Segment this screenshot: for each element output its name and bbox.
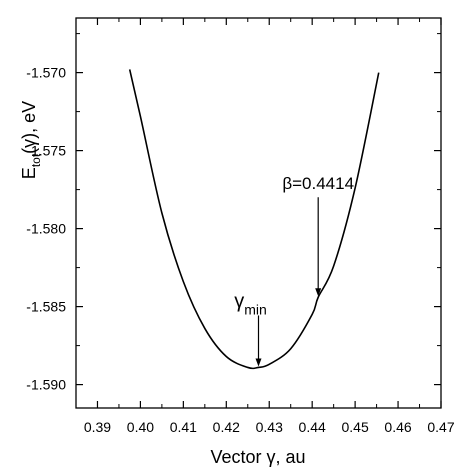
y-tick-label: -1.570 xyxy=(26,65,66,81)
x-tick-label: 0.39 xyxy=(84,419,111,435)
x-tick-label: 0.43 xyxy=(256,419,283,435)
y-tick-label: -1.580 xyxy=(26,221,66,237)
y-axis-label-main: E xyxy=(19,167,39,179)
y-axis-label-rest: (γ), eV xyxy=(19,101,39,154)
x-tick-label: 0.45 xyxy=(341,419,368,435)
x-tick-label: 0.42 xyxy=(213,419,240,435)
y-axis-label-sub: tot xyxy=(29,153,43,167)
x-tick-label: 0.40 xyxy=(127,419,154,435)
plot-frame xyxy=(75,17,442,409)
x-axis-label: Vector γ, au xyxy=(210,447,305,467)
x-tick-label: 0.41 xyxy=(170,419,197,435)
y-tick-label: -1.575 xyxy=(26,143,66,159)
x-tick-label: 0.47 xyxy=(427,419,454,435)
annotation-label: γmin xyxy=(234,290,267,317)
annotation-label: β=0.4414 xyxy=(282,174,354,193)
annotation-arrowhead xyxy=(255,358,262,367)
x-tick-label: 0.46 xyxy=(384,419,411,435)
x-tick-label: 0.44 xyxy=(299,419,326,435)
y-tick-label: -1.585 xyxy=(26,299,66,315)
y-axis-ticks: -1.570 -1.575 -1.580 -1.585 -1.590 xyxy=(26,33,441,393)
y-tick-label: -1.590 xyxy=(26,377,66,393)
x-axis-ticks: 0.39 0.40 0.41 0.42 0.43 0.44 0.45 0.46 0.47 xyxy=(75,18,455,435)
annotation-arrowhead xyxy=(315,288,322,297)
y-axis-label: Etot(γ), eV xyxy=(19,101,43,179)
annotations: γmin β=0.4414 xyxy=(234,174,354,367)
series-line xyxy=(128,69,380,370)
